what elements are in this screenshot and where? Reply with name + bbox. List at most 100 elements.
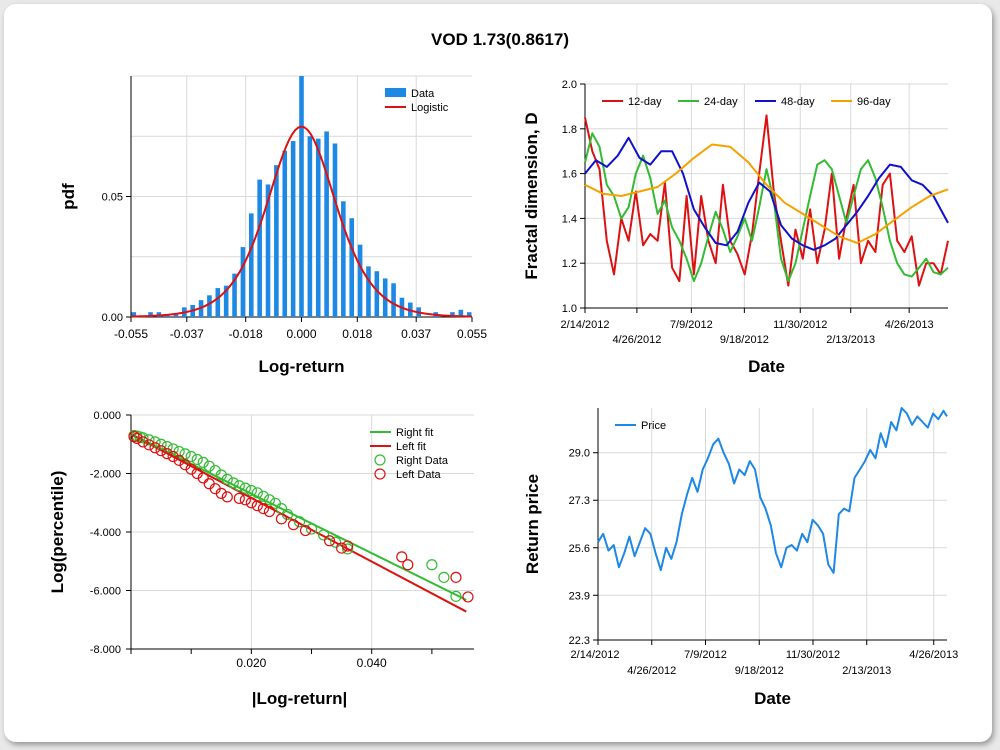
right-data-point <box>257 490 269 502</box>
left-data-point <box>161 448 173 460</box>
left-data-point <box>336 542 348 554</box>
fd-y-tick-label: 1.8 <box>562 124 577 136</box>
price-x-tick-label: 4/26/2013 <box>909 649 958 661</box>
fd-y-tick-label: 1.4 <box>562 213 577 225</box>
price-x-axis-label: Date <box>754 689 791 708</box>
fd-series-line-12-day <box>584 114 949 287</box>
right-data-point <box>251 487 263 499</box>
fd-x-tick-label: 9/18/2012 <box>720 334 769 346</box>
hist-bar <box>458 309 464 317</box>
right-data-point <box>293 516 306 528</box>
price-y-axis-label: Return price <box>523 474 542 574</box>
price-y-tick-label: 27.3 <box>569 495 590 507</box>
price-y-tick-label: 25.6 <box>569 543 590 555</box>
left-data-point <box>263 505 276 518</box>
hist-bar <box>357 244 363 317</box>
hist-bar <box>341 201 346 317</box>
hist-bar <box>173 314 179 317</box>
fd-series-line-96-day <box>584 143 949 244</box>
left-data-point <box>155 445 167 457</box>
price-series-line <box>597 407 948 574</box>
legend-data-swatch <box>385 88 406 97</box>
left-data-point <box>299 524 312 537</box>
hist-bar <box>223 285 229 317</box>
right-data-point <box>155 438 167 450</box>
fd-legend-label: 48-day <box>781 96 815 108</box>
left-data-point <box>221 491 233 503</box>
left-data-point <box>402 559 414 571</box>
right-data-point <box>239 482 251 494</box>
fd-x-tick-label: 11/30/2012 <box>773 319 827 331</box>
fd-series-line-24-day <box>584 132 949 283</box>
right-data-point <box>233 480 245 492</box>
hist-bar <box>265 184 271 317</box>
legend-left-data-label: Left Data <box>396 469 442 481</box>
right-data-point <box>143 434 155 446</box>
left-data-point <box>342 540 354 552</box>
fd-y-tick-label: 2.0 <box>562 79 577 91</box>
hist-bar <box>248 213 254 317</box>
hist-y-axis-label: pdf <box>59 183 78 210</box>
hist-bar <box>332 143 338 317</box>
tail-x-tick-label: 0.020 <box>236 656 266 670</box>
left-data-point <box>233 492 245 504</box>
price-x-tick-label: 2/14/2012 <box>571 649 620 661</box>
right-data-point <box>149 436 161 448</box>
right-data-point <box>197 456 209 468</box>
tail-y-tick-label: -8.000 <box>90 644 121 656</box>
tail-x-axis-label: |Log-return| <box>252 689 347 708</box>
left-data-point <box>167 450 179 463</box>
right-data-point <box>161 440 173 453</box>
hist-y-tick-label: 0.00 <box>102 312 123 324</box>
legend-right-fit-label: Right fit <box>396 427 433 439</box>
hist-bar <box>240 247 246 317</box>
price-y-tick-label: 22.3 <box>569 635 590 647</box>
hist-x-tick-label: 0.055 <box>457 327 487 341</box>
hist-bar <box>466 312 472 317</box>
price-x-tick-label: 7/9/2012 <box>684 649 727 661</box>
hist-bar <box>207 295 212 317</box>
hist-x-tick-label: -0.037 <box>170 327 204 341</box>
legend-logistic-label: Logistic <box>411 102 449 114</box>
hist-bar <box>324 131 329 317</box>
left-data-point <box>215 487 227 499</box>
hist-bar <box>290 141 296 317</box>
left-data-point <box>275 513 288 525</box>
legend-data-label: Data <box>411 88 435 100</box>
hist-x-tick-label: 0.018 <box>342 327 372 341</box>
right-data-point <box>137 432 149 444</box>
logistic-fit-line <box>131 125 472 318</box>
tail-y-axis-label: Log(percentile) <box>48 471 67 594</box>
fd-legend-label: 24-day <box>704 96 738 108</box>
right-data-point <box>305 523 318 535</box>
figure-title: VOD 1.73(0.8617) <box>431 30 569 49</box>
hist-x-tick-label: 0.037 <box>401 327 431 341</box>
right-data-point <box>438 571 450 583</box>
left-data-point <box>239 494 251 506</box>
left-data-point <box>462 591 474 603</box>
tail-y-tick-label: -4.000 <box>90 527 121 539</box>
hist-bar <box>299 76 304 317</box>
left-data-point <box>287 519 300 531</box>
fd-series-line-48-day <box>584 136 949 251</box>
left-data-point <box>137 436 149 448</box>
hist-bar <box>257 179 262 317</box>
hist-bar <box>450 312 455 317</box>
right-data-point <box>450 590 462 602</box>
right-data-point <box>185 450 197 463</box>
left-data-point <box>257 503 269 515</box>
fd-y-tick-label: 1.2 <box>562 258 577 270</box>
hist-x-tick-label: -0.055 <box>114 327 148 341</box>
left-data-point <box>149 442 161 454</box>
price-x-tick-label: 11/30/2012 <box>786 649 840 661</box>
fd-legend-label: 96-day <box>857 96 891 108</box>
hist-bar <box>232 273 237 317</box>
right-data-point <box>245 484 257 497</box>
left-data-point <box>450 571 462 583</box>
right-data-point <box>179 448 191 460</box>
fd-y-tick-label: 1.6 <box>562 169 577 181</box>
tail-x-tick-label: 0.040 <box>357 656 387 670</box>
hist-bar <box>391 283 396 317</box>
left-data-point <box>251 500 263 512</box>
